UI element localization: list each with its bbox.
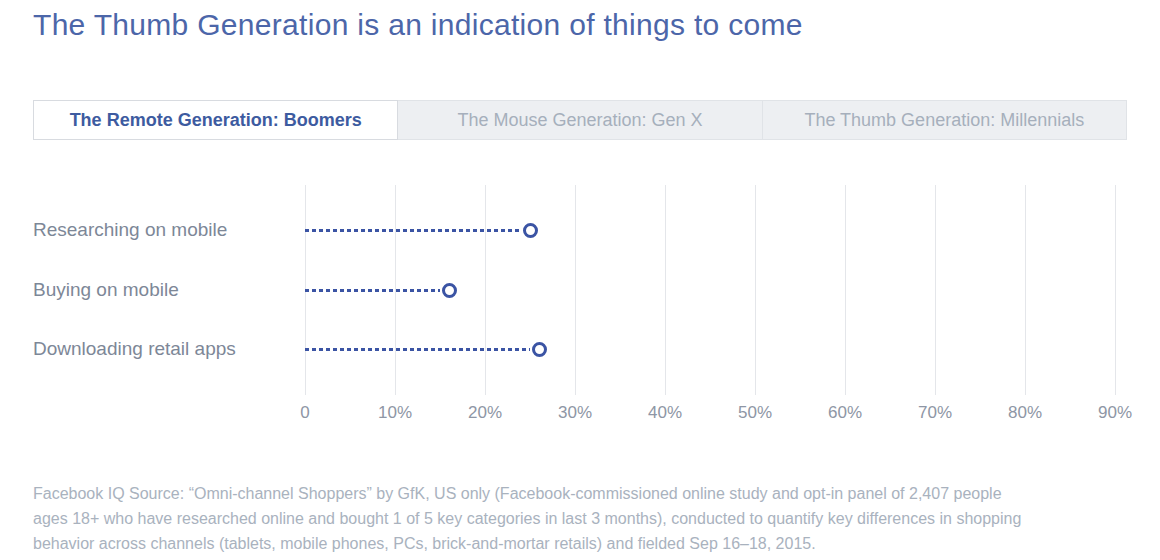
- gridline: [935, 185, 936, 395]
- x-axis-tick-label: 80%: [995, 403, 1055, 423]
- source-note-line: Facebook IQ Source: “Omni-channel Shoppe…: [33, 481, 1148, 506]
- category-label: Buying on mobile: [33, 278, 288, 302]
- x-axis-tick-label: 10%: [365, 403, 425, 423]
- gridline: [485, 185, 486, 395]
- category-label: Downloading retail apps: [33, 337, 288, 361]
- lollipop-circle-marker: [523, 223, 538, 238]
- tab-label: The Thumb Generation: Millennials: [804, 110, 1084, 131]
- category-label: Researching on mobile: [33, 218, 288, 242]
- tab-thumb-generation-millennials[interactable]: The Thumb Generation: Millennials: [763, 100, 1127, 140]
- lollipop-dashed-line: [305, 289, 440, 292]
- gridline: [1025, 185, 1026, 395]
- x-axis-tick-label: 0: [275, 403, 335, 423]
- gridline: [755, 185, 756, 395]
- lollipop-dashed-line: [305, 229, 521, 232]
- x-axis-tick-label: 90%: [1085, 403, 1145, 423]
- page-title: The Thumb Generation is an indication of…: [33, 8, 1133, 42]
- gridline: [575, 185, 576, 395]
- source-note: Facebook IQ Source: “Omni-channel Shoppe…: [33, 481, 1148, 556]
- lollipop-circle-marker: [532, 342, 547, 357]
- lollipop-chart: 0 10% 20% 30% 40% 50% 60% 70% 80% 90% Researching …: [33, 175, 1143, 445]
- x-axis-tick-label: 50%: [725, 403, 785, 423]
- tab-mouse-generation-genx[interactable]: The Mouse Generation: Gen X: [398, 100, 762, 140]
- gridline: [665, 185, 666, 395]
- tab-label: The Mouse Generation: Gen X: [457, 110, 702, 131]
- generation-tabbar: The Remote Generation: Boomers The Mouse…: [33, 100, 1127, 140]
- x-axis-tick-label: 60%: [815, 403, 875, 423]
- lollipop-circle-marker: [442, 283, 457, 298]
- x-axis-tick-label: 20%: [455, 403, 515, 423]
- x-axis-tick-label: 40%: [635, 403, 695, 423]
- source-note-line: behavior across channels (tablets, mobil…: [33, 531, 1148, 556]
- gridline: [845, 185, 846, 395]
- source-note-line: ages 18+ who have researched online and …: [33, 506, 1148, 531]
- x-axis-tick-label: 30%: [545, 403, 605, 423]
- lollipop-dashed-line: [305, 348, 530, 351]
- tab-label: The Remote Generation: Boomers: [70, 110, 362, 131]
- x-axis-tick-label: 70%: [905, 403, 965, 423]
- gridline: [1115, 185, 1116, 395]
- tab-remote-generation-boomers[interactable]: The Remote Generation: Boomers: [33, 100, 398, 140]
